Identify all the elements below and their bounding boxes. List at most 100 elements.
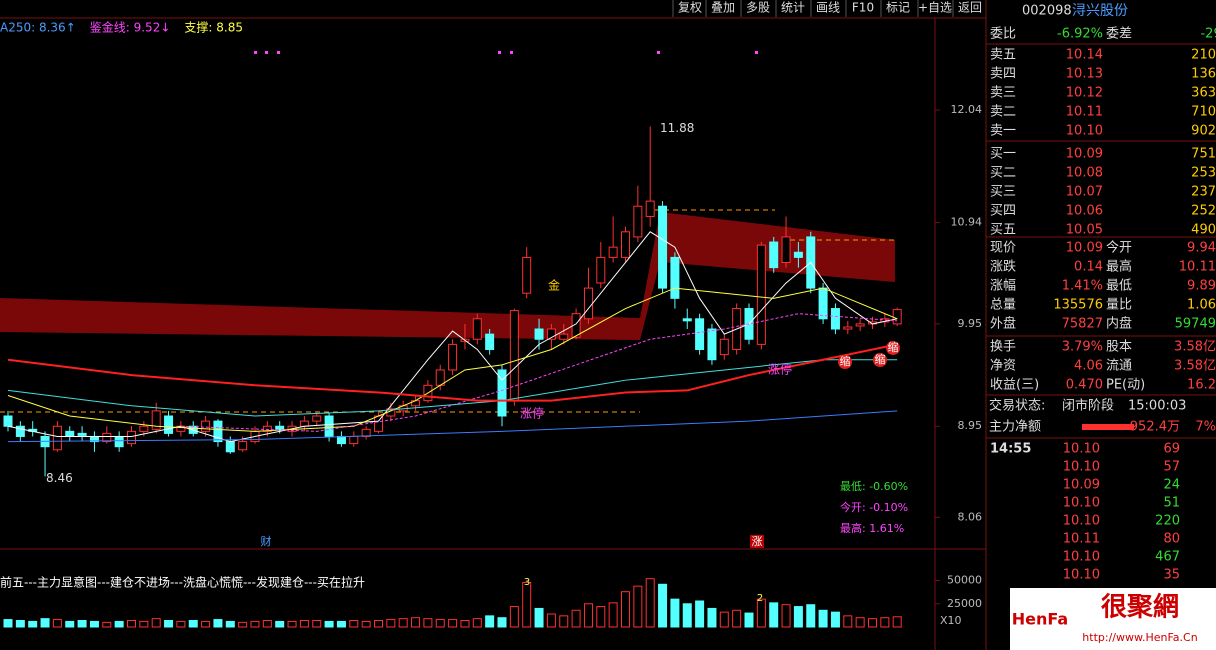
volume-bar — [349, 620, 359, 628]
quote-cell: 委比 — [990, 27, 1016, 42]
range-stat: 最低: -0.60% — [840, 480, 908, 493]
candle-body — [497, 369, 507, 417]
y-tick-label: 8.95 — [958, 419, 983, 432]
quote-cell: 卖一 — [990, 124, 1016, 139]
quote-cell: 委差 — [1106, 27, 1132, 42]
candle-body — [262, 425, 272, 432]
volume-bar — [3, 619, 13, 628]
candle-body — [472, 318, 482, 340]
candle-body — [682, 318, 692, 322]
quote-cell: 80 — [1163, 532, 1180, 547]
quote-cell: 涨跌 — [990, 259, 1016, 275]
quote-cell: 10.11 — [1179, 260, 1216, 275]
toolbar-button[interactable]: +自选 — [918, 1, 952, 15]
volume-bar — [843, 615, 853, 628]
quote-cell: 现价 — [990, 241, 1016, 256]
event-badge — [750, 535, 764, 548]
range-stat: 最高: 1.61% — [840, 521, 904, 535]
volume-bar — [868, 618, 877, 628]
quote-cell: 253 — [1191, 166, 1216, 181]
candle-body — [164, 415, 174, 434]
stock-name: 浔兴股份 — [1072, 3, 1128, 19]
volume-bar — [719, 611, 729, 628]
toolbar-button[interactable]: 统计 — [781, 1, 805, 15]
volume-bar — [114, 620, 124, 628]
volume-bar — [40, 618, 50, 628]
candle-body — [3, 415, 13, 427]
toolbar-button[interactable]: 叠加 — [711, 1, 735, 15]
volume-bar — [571, 609, 581, 628]
candle-body — [695, 318, 705, 350]
quote-cell: 主力净额 — [989, 420, 1041, 435]
y-tick-label: 9.95 — [958, 317, 983, 330]
volume-bar — [485, 615, 495, 628]
candle-body — [608, 246, 618, 258]
quote-cell: 237 — [1191, 185, 1216, 200]
volume-bar — [151, 618, 161, 628]
candle-body — [324, 415, 334, 437]
toolbar-button[interactable]: 画线 — [816, 1, 840, 15]
quote-cell: 10.10 — [1063, 550, 1100, 565]
volume-bar — [361, 620, 371, 628]
toolbar-button[interactable]: F10 — [852, 1, 874, 15]
quote-cell: 252 — [1191, 204, 1216, 219]
volume-bar — [509, 606, 519, 628]
volume-bar — [596, 606, 606, 628]
toolbar-button[interactable]: 多股 — [746, 1, 770, 15]
volume-bar — [423, 618, 433, 628]
shrink-badge — [886, 341, 900, 355]
candle-body — [534, 328, 544, 340]
quote-cell: 今开 — [1106, 240, 1132, 256]
toolbar-button[interactable]: 返回 — [958, 1, 982, 15]
volume-bar — [299, 620, 309, 628]
candle-body — [349, 435, 359, 445]
candle-body — [448, 343, 458, 371]
volume-bar — [127, 620, 136, 628]
quote-cell: 710 — [1191, 105, 1216, 120]
candle-body — [719, 338, 729, 356]
candle-body — [361, 428, 371, 437]
quote-cell: 9.94 — [1187, 241, 1216, 256]
quote-cell: 363 — [1191, 86, 1216, 101]
quote-cell: 买五 — [990, 223, 1016, 238]
candle-body — [559, 333, 569, 340]
volume-bar — [806, 604, 816, 628]
volume-unit: X10 — [940, 614, 962, 627]
y-tick-label: 8.06 — [958, 510, 983, 523]
watermark-url: http://www.HenFa.Cn — [1082, 631, 1197, 644]
watermark: HenFa 很聚網 http://www.HenFa.Cn — [1010, 588, 1216, 650]
volume-bar — [892, 616, 902, 628]
volume-bar — [756, 598, 766, 628]
watermark-logo: HenFa — [1012, 610, 1068, 629]
quote-cell: 3.79% — [1062, 340, 1103, 355]
candle-body — [571, 313, 581, 338]
volume-bar — [77, 620, 87, 628]
candle-body — [830, 308, 840, 330]
quote-cell: -295 — [1200, 27, 1216, 42]
quote-cell: 10.10 — [1063, 442, 1100, 457]
toolbar-button[interactable]: 标记 — [886, 1, 910, 15]
quote-cell: 136 — [1191, 67, 1216, 82]
shrink-mark: 缩 — [840, 355, 851, 368]
volume-bar — [52, 619, 62, 628]
high-label: 11.88 — [660, 121, 694, 135]
quote-cell: 卖三 — [990, 86, 1016, 101]
toolbar-button[interactable]: 复权 — [678, 1, 702, 15]
candle-body — [818, 287, 828, 320]
volume-bar — [336, 620, 346, 628]
quote-cell: 外盘 — [990, 316, 1016, 332]
candle-body — [139, 425, 149, 432]
volume-bar — [28, 620, 38, 628]
quote-cell: 买四 — [990, 204, 1016, 219]
candle-body — [151, 410, 161, 430]
moving-average — [7, 231, 898, 443]
volume-bar — [559, 615, 569, 628]
candle-body — [546, 328, 556, 340]
quote-cell: 总量 — [990, 298, 1016, 313]
tick-time: 14:55 — [990, 442, 1031, 457]
volume-bar — [213, 619, 223, 628]
shrink-badge — [873, 353, 887, 367]
candle-body — [633, 205, 643, 238]
candle-body — [793, 251, 803, 258]
